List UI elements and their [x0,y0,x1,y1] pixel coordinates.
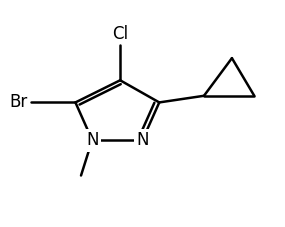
Text: N: N [136,131,149,149]
Text: N: N [86,131,98,149]
Text: Cl: Cl [112,25,128,43]
Text: Br: Br [10,94,28,111]
